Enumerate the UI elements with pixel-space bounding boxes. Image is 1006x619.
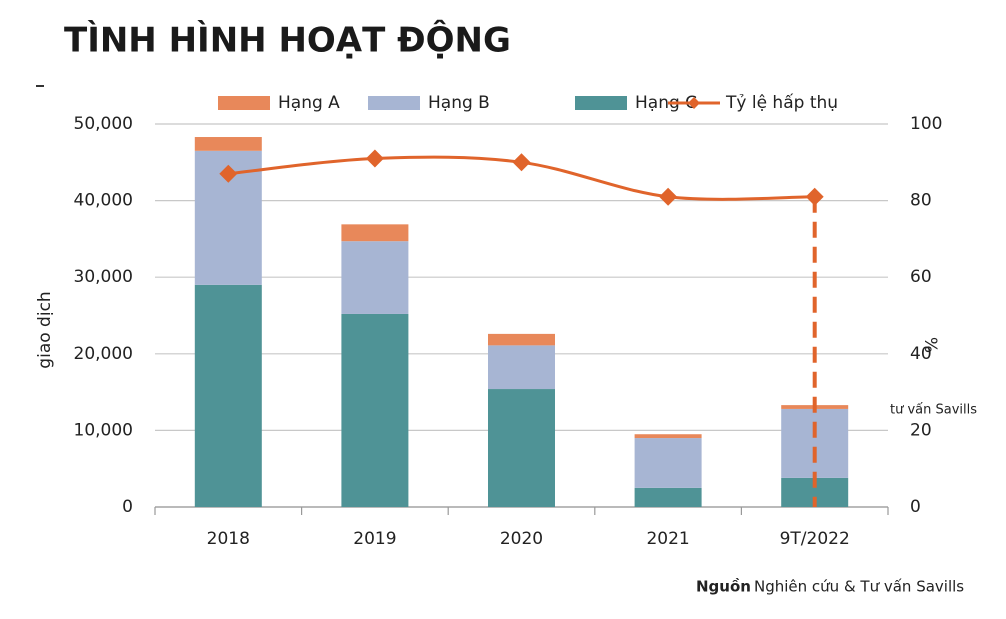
legend-label: Tỷ lệ hấp thụ [725,92,838,113]
bar-segment [194,137,262,151]
legend-swatch [368,96,420,110]
x-tick-label: 2021 [646,529,689,549]
source-text: Nghiên cứu & Tư vấn Savills [754,578,964,596]
bar-segment [634,438,702,488]
line-marker [219,164,238,183]
bar-segment [341,241,409,314]
legend-label: Hạng C [635,93,697,113]
line-marker [805,187,824,206]
bar-segment [488,333,555,346]
y2-tick-label: 40 [910,344,932,364]
line-marker [512,153,531,172]
bar-segment [781,408,849,478]
y2-tick-label: 0 [910,497,921,517]
y2-tick-label: 100 [910,114,942,134]
bar-segment [341,313,409,507]
source-label: Nguồn [696,577,751,596]
line-marker [365,149,384,168]
legend-label: Hạng A [278,93,340,113]
bar-segment [634,434,702,439]
y2-tick-label: 60 [910,267,932,287]
bar-segment [194,284,262,507]
bar-segment [488,389,555,507]
y-axis-label: giao dịch [35,291,55,368]
chart-title: TÌNH HÌNH HOẠT ĐỘNG [64,20,511,61]
y-tick-label: 30,000 [74,267,133,287]
x-tick-label: 2020 [500,529,543,549]
bar-segment [488,345,555,390]
y-tick-label: 50,000 [74,114,133,134]
y-tick-label: 0 [122,497,133,517]
bar-segment [341,224,409,242]
x-tick-label: 2019 [353,529,396,549]
legend-label: Hạng B [428,93,490,113]
y-tick-label: 10,000 [74,420,133,440]
annotation: tư vấn Savills [890,403,977,418]
bar-segment [634,487,702,507]
legend-swatch [218,96,270,110]
legend-swatch [575,96,627,110]
legend-marker [688,97,700,109]
y-tick-label: 20,000 [74,344,133,364]
y2-tick-label: 20 [910,420,932,440]
line-marker [659,187,678,206]
y2-axis-label: % [920,337,940,353]
y2-tick-label: 80 [910,191,932,211]
x-tick-label: 2018 [207,529,250,549]
x-tick-label: 9T/2022 [780,529,850,549]
y-tick-label: 40,000 [74,191,133,211]
